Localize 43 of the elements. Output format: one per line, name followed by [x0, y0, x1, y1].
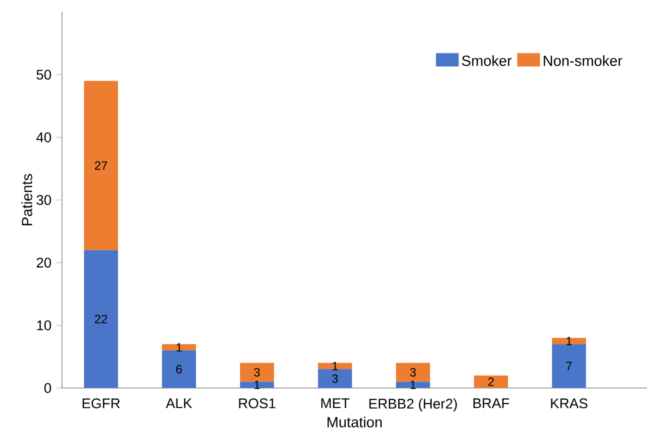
data-label: 3 — [332, 374, 338, 383]
x-tick-label: EGFR — [82, 398, 120, 408]
bar — [474, 375, 508, 388]
bar — [84, 80, 118, 250]
data-label: 1 — [566, 336, 572, 346]
y-tick-label: 20 — [36, 258, 52, 268]
bar — [396, 382, 430, 388]
x-tick-label: MET — [321, 398, 350, 408]
data-label: 1 — [176, 343, 182, 352]
x-axis-title: Mutation — [328, 416, 382, 428]
bar — [396, 362, 430, 382]
data-label: 1 — [254, 380, 260, 389]
bar — [552, 344, 586, 388]
y-tick-label: 30 — [36, 195, 52, 205]
data-label: 1 — [410, 380, 416, 389]
x-tick-label: ALK — [166, 398, 192, 408]
data-label: 2 — [488, 378, 494, 386]
y-tick-label: 50 — [36, 70, 52, 80]
data-label: 22 — [94, 314, 108, 324]
bar — [552, 338, 586, 344]
x-tick-label: KRAS — [551, 398, 588, 408]
y-tick-label: 40 — [36, 132, 52, 142]
bar — [162, 344, 196, 350]
data-label: 6 — [176, 364, 182, 374]
legend-label: Non-smoker — [544, 55, 622, 66]
bar — [240, 382, 274, 388]
bar — [240, 362, 274, 382]
y-tick-label: 0 — [44, 383, 52, 393]
data-label: 1 — [332, 362, 338, 370]
data-label: 3 — [254, 368, 260, 377]
bar — [84, 250, 118, 388]
x-tick-label: BRAF — [473, 398, 510, 408]
y-axis-title: Patients — [21, 174, 32, 226]
bar — [162, 350, 196, 388]
x-tick-label: ERBB2 (Her2) — [369, 398, 457, 412]
x-tick-label: ROS1 — [239, 398, 276, 408]
bar — [318, 362, 352, 370]
y-tick-label: 10 — [37, 320, 52, 330]
data-label: 3 — [410, 368, 416, 377]
bar — [318, 369, 352, 388]
data-label: 7 — [566, 362, 572, 370]
legend-label: Smoker — [462, 55, 512, 66]
data-label: 27 — [94, 161, 108, 170]
